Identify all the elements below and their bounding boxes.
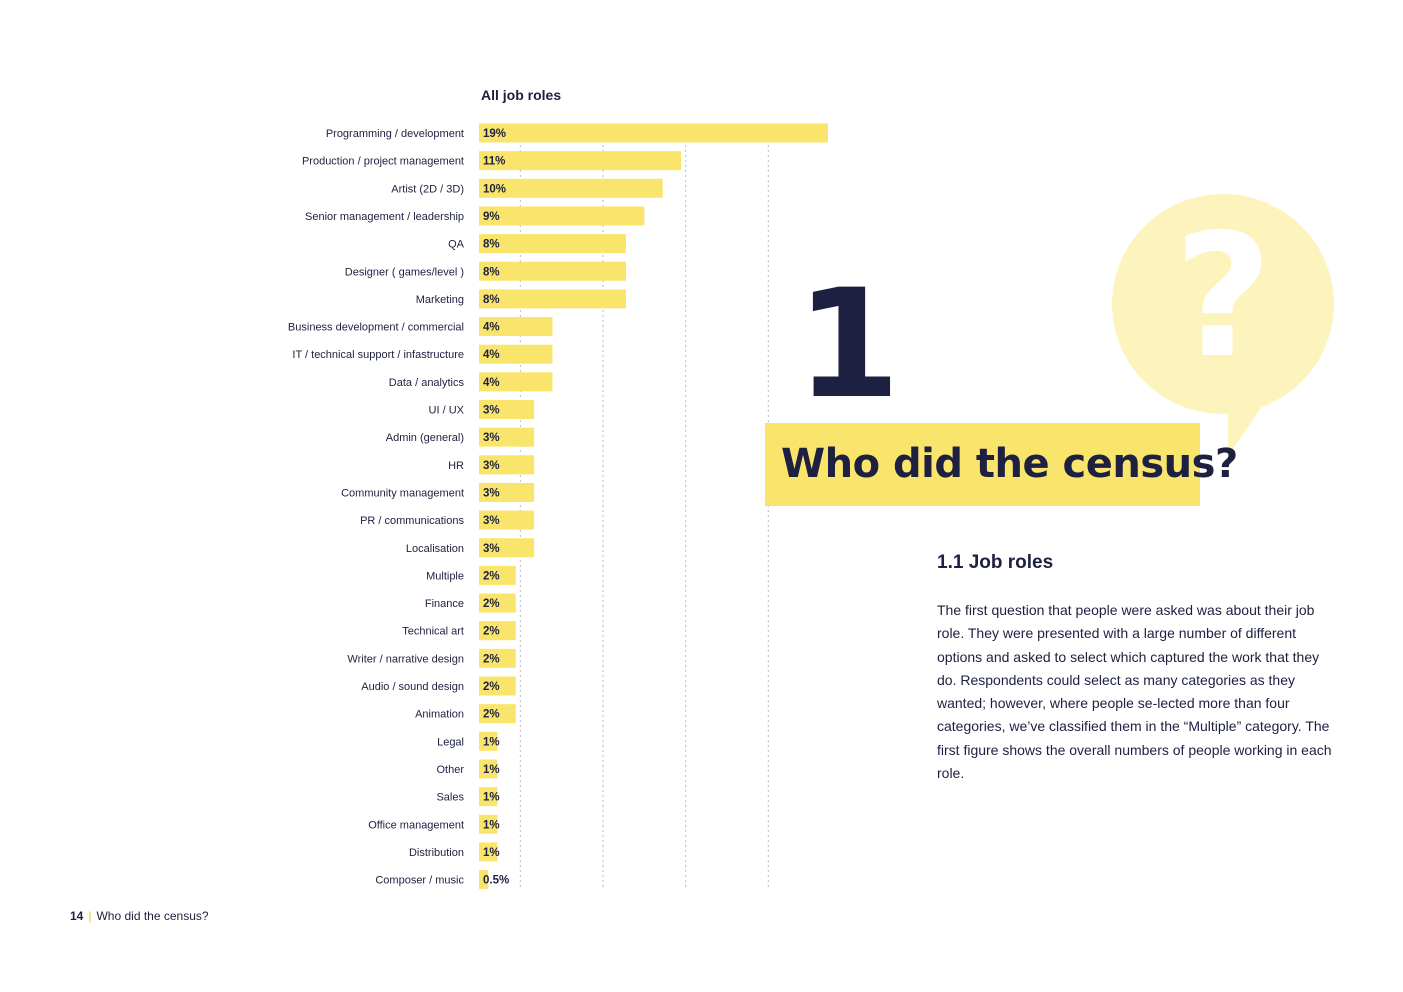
bar <box>479 593 516 613</box>
row-label: Other <box>436 764 464 776</box>
bar <box>479 565 516 585</box>
bar <box>479 123 828 143</box>
bar-value-label: 0.5% <box>483 875 509 887</box>
bar-value-label: 8% <box>483 239 500 251</box>
job-roles-bar-chart: Programming / development 19% Production /… <box>288 123 828 890</box>
bar <box>479 372 553 392</box>
bar-value-label: 3% <box>483 460 500 472</box>
chapter-title: Who did the census? <box>781 441 1238 487</box>
bar <box>479 704 516 724</box>
bar-value-label: 3% <box>483 432 500 444</box>
bar <box>479 206 645 226</box>
bar-value-label: 2% <box>483 570 500 582</box>
row-label: Sales <box>436 792 464 804</box>
row-label: QA <box>448 239 465 251</box>
row-label: Business development / commercial <box>288 322 464 334</box>
row-label: Animation <box>415 709 464 721</box>
row-label: Designer ( games/level ) <box>345 266 464 278</box>
bar <box>479 759 498 779</box>
bar-value-label: 1% <box>483 847 500 859</box>
question-mark-icon: ? <box>1173 198 1273 396</box>
bar <box>479 870 489 890</box>
row-label: Community management <box>341 487 464 499</box>
section-body: The first question that people were aske… <box>937 602 1332 782</box>
bar <box>479 621 516 641</box>
row-label: Admin (general) <box>386 432 464 444</box>
bar <box>479 289 626 309</box>
speech-bubble-tail <box>1228 380 1280 456</box>
bar-value-label: 11% <box>483 156 505 168</box>
row-label: Legal <box>437 736 464 748</box>
bar-value-label: 3% <box>483 543 500 555</box>
bar-value-label: 3% <box>483 487 500 499</box>
bar-value-label: 2% <box>483 709 500 721</box>
bar <box>479 787 498 807</box>
row-label: UI / UX <box>429 405 465 417</box>
bar <box>479 455 535 475</box>
bar-value-label: 2% <box>483 681 500 693</box>
bar-value-label: 4% <box>483 377 500 389</box>
bar <box>479 178 663 198</box>
bar-value-label: 2% <box>483 653 500 665</box>
bar <box>479 427 535 447</box>
row-label: Artist (2D / 3D) <box>391 183 464 195</box>
bar <box>479 317 553 337</box>
bar-value-label: 1% <box>483 792 500 804</box>
speech-bubble-icon <box>1112 194 1334 414</box>
section-heading: 1.1 Job roles <box>937 552 1054 573</box>
bar <box>479 482 535 502</box>
bar-value-label: 9% <box>483 211 500 223</box>
row-label: Senior management / leadership <box>305 211 464 223</box>
row-label: Writer / narrative design <box>347 653 464 665</box>
row-label: Programming / development <box>326 128 464 140</box>
row-label: Distribution <box>409 847 464 859</box>
row-label: Production / project management <box>302 156 464 168</box>
bar-value-label: 8% <box>483 294 500 306</box>
bar <box>479 234 626 254</box>
bar-value-label: 19% <box>483 128 506 140</box>
bar <box>479 400 535 419</box>
bar <box>479 648 516 668</box>
row-label: Localisation <box>406 543 464 555</box>
bar-value-label: 8% <box>483 266 500 278</box>
row-label: Technical art <box>402 626 464 638</box>
bar-value-label: 4% <box>483 322 500 334</box>
footer-separator: | <box>88 909 92 923</box>
row-label: HR <box>448 460 464 472</box>
bar-value-label: 3% <box>483 515 500 527</box>
page-footer: 14 | Who did the census? <box>70 909 209 923</box>
bar-value-label: 1% <box>483 736 500 748</box>
bar <box>479 842 498 862</box>
row-label: Office management <box>368 819 464 831</box>
bar <box>479 538 535 558</box>
chart-title: All job roles <box>481 87 562 103</box>
row-label: PR / communications <box>360 515 464 527</box>
bar <box>479 814 498 834</box>
bar-value-label: 1% <box>483 819 500 831</box>
bar-value-label: 4% <box>483 349 500 361</box>
row-label: Composer / music <box>375 875 464 887</box>
row-label: Marketing <box>416 294 464 306</box>
bar-value-label: 1% <box>483 764 500 776</box>
bar <box>479 344 553 364</box>
bar-value-label: 10% <box>483 183 506 195</box>
chapter-number: 1 <box>796 258 900 432</box>
row-label: Data / analytics <box>389 377 465 389</box>
bar-value-label: 2% <box>483 598 500 610</box>
bar-value-label: 2% <box>483 626 500 638</box>
row-label: Finance <box>425 598 464 610</box>
bar <box>479 151 682 171</box>
chapter-title-box <box>765 423 1200 506</box>
page-number: 14 <box>70 909 84 923</box>
bar <box>479 731 498 751</box>
footer-section-title: Who did the census? <box>96 909 209 923</box>
bar <box>479 676 516 696</box>
bar-value-label: 3% <box>483 405 500 417</box>
row-label: IT / technical support / infastructure <box>292 349 464 361</box>
row-label: Audio / sound design <box>361 681 464 693</box>
bar <box>479 261 626 281</box>
row-label: Multiple <box>426 570 464 582</box>
bar <box>479 510 535 530</box>
